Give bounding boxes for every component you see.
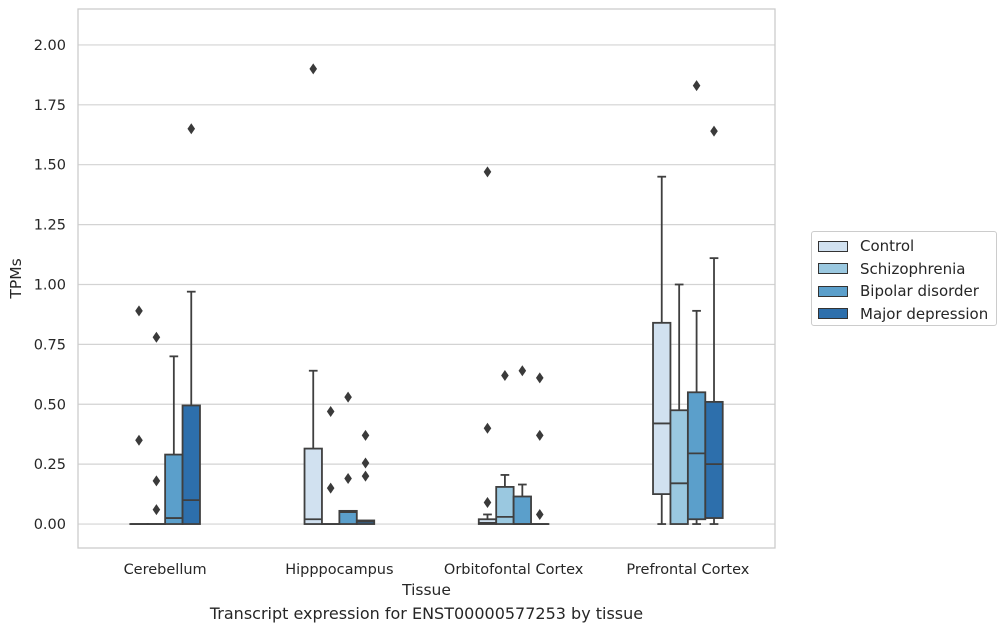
outlier-point <box>187 123 196 135</box>
legend: Control Schizophrenia Bipolar disorder Majo… <box>811 231 997 326</box>
outlier-point <box>710 125 718 137</box>
outlier-point <box>483 422 492 434</box>
x-tick-label: Orbitofontal Cortex <box>444 562 584 578</box>
y-tick-label: 1.00 <box>34 277 66 293</box>
outlier-point <box>483 166 492 178</box>
y-axis-label: TPMs <box>7 258 25 299</box>
outlier-point <box>152 504 161 516</box>
box <box>303 447 323 525</box>
box <box>686 391 707 521</box>
y-tick-label: 1.50 <box>34 158 66 174</box>
legend-swatch <box>818 263 848 274</box>
outlier-point <box>135 305 143 317</box>
legend-swatch <box>818 308 848 319</box>
legend-label: Schizophrenia <box>860 259 966 278</box>
x-tick-label: Cerebellum <box>124 562 207 578</box>
legend-swatch <box>818 240 848 252</box>
y-tick-label: 0.00 <box>34 517 66 533</box>
box <box>652 321 672 496</box>
outlier-point <box>344 473 352 485</box>
y-tick-label: 0.50 <box>34 397 66 413</box>
box <box>164 453 184 525</box>
box <box>669 409 689 525</box>
outlier-point <box>535 429 544 441</box>
x-tick-label: Prefrontal Cortex <box>626 562 749 578</box>
outlier-point <box>535 508 544 520</box>
outlier-point <box>152 331 161 343</box>
outlier-point <box>535 372 544 384</box>
x-tick-label: Hipppocampus <box>285 562 393 578</box>
legend-label: Bipolar disorder <box>860 282 979 300</box>
box <box>512 495 532 525</box>
box <box>495 486 515 525</box>
legend-item: Schizophrenia <box>818 259 965 279</box>
y-tick-label: 2.00 <box>34 38 66 54</box>
outlier-point <box>483 496 492 508</box>
outlier-point <box>361 429 370 441</box>
outlier-point <box>326 482 335 494</box>
box <box>181 404 201 525</box>
legend-label: Control <box>860 237 915 255</box>
outlier-point <box>152 475 161 487</box>
box <box>704 400 724 519</box>
outlier-point <box>692 80 701 92</box>
outlier-point <box>309 63 318 75</box>
plot-frame <box>77 8 776 549</box>
box <box>338 509 358 525</box>
legend-item: Bipolar disorder <box>818 281 979 301</box>
outlier-point <box>326 405 335 417</box>
legend-label: Major depression <box>860 304 989 323</box>
outlier-point <box>501 370 509 382</box>
y-tick-label: 1.75 <box>34 98 66 114</box>
legend-item: Major depression <box>818 304 988 324</box>
y-tick-label: 0.75 <box>34 337 66 353</box>
outlier-point <box>344 391 352 403</box>
legend-swatch <box>818 285 848 297</box>
legend-item: Control <box>818 236 914 256</box>
chart-caption: Transcript expression for ENST0000057725… <box>209 604 644 623</box>
x-axis-label: Tissue <box>401 581 451 599</box>
outlier-point <box>361 470 370 482</box>
y-tick-label: 1.25 <box>34 218 66 234</box>
outlier-point <box>361 457 370 469</box>
outlier-point <box>135 434 143 446</box>
y-tick-label: 0.25 <box>34 457 66 473</box>
outlier-point <box>518 365 527 377</box>
